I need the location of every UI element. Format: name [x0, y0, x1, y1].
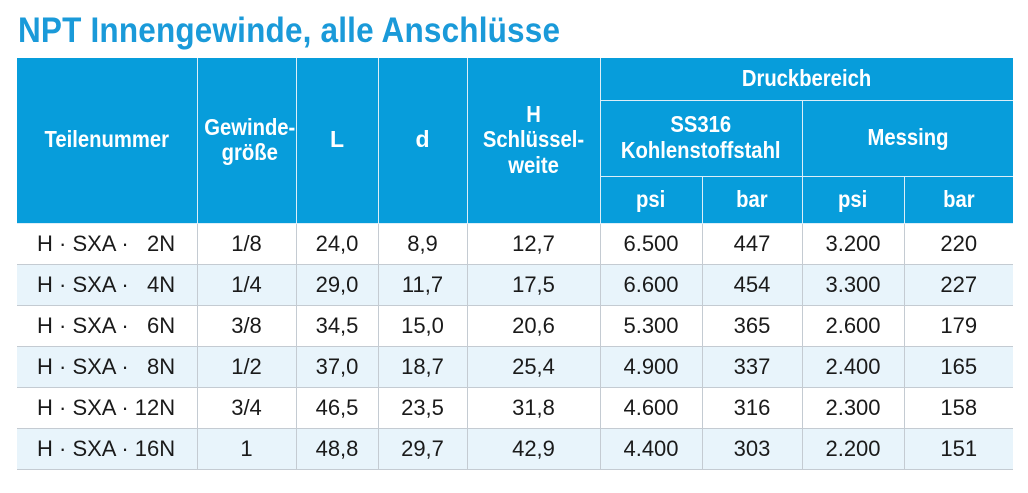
thread-size: 1/4	[196, 264, 297, 306]
thread-size: 3/4	[196, 387, 297, 429]
part-number: H · SXA · 4N	[17, 264, 198, 306]
header-wrench-size: H Schlüssel-weite	[466, 58, 601, 224]
thread-size: 1/8	[196, 223, 297, 265]
ss-bar: 365	[701, 305, 803, 347]
ss-bar: 316	[701, 387, 803, 429]
wrench-size: 25,4	[466, 346, 601, 388]
length: 29,0	[295, 264, 379, 306]
table-row: H · SXA · 4N 1/4 29,0 11,7 17,5 6.600 45…	[17, 264, 1014, 306]
brass-psi: 2.600	[801, 305, 905, 347]
brass-psi: 3.300	[801, 264, 905, 306]
ss-psi: 4.400	[599, 428, 703, 470]
brass-psi: 2.200	[801, 428, 905, 470]
header-pressure-range: Druckbereich	[599, 58, 1014, 101]
brass-bar: 158	[903, 387, 1014, 429]
ss-bar: 447	[701, 223, 803, 265]
length: 48,8	[295, 428, 379, 470]
brass-bar: 220	[903, 223, 1014, 265]
ss-bar: 337	[701, 346, 803, 388]
table-row: H · SXA · 12N 3/4 46,5 23,5 31,8 4.600 3…	[17, 387, 1014, 429]
part-number: H · SXA · 8N	[17, 346, 198, 388]
header-length: L	[295, 58, 379, 224]
diameter: 8,9	[377, 223, 468, 265]
thread-size: 1	[196, 428, 297, 470]
diameter: 15,0	[377, 305, 468, 347]
brass-bar: 151	[903, 428, 1014, 470]
part-number: H · SXA · 2N	[17, 223, 198, 265]
thread-size: 3/8	[196, 305, 297, 347]
length: 46,5	[295, 387, 379, 429]
thread-size: 1/2	[196, 346, 297, 388]
part-number: H · SXA · 12N	[17, 387, 198, 429]
ss-bar: 454	[701, 264, 803, 306]
table-row: H · SXA · 6N 3/8 34,5 15,0 20,6 5.300 36…	[17, 305, 1014, 347]
page-title: NPT Innengewinde, alle Anschlüsse	[18, 11, 561, 50]
header-part-number: Teilenummer	[17, 58, 198, 224]
header-ss-psi: psi	[600, 175, 703, 224]
brass-psi: 3.200	[801, 223, 905, 265]
npt-spec-table: Teilenummer Gewinde-größe L d H Schlüssel…	[17, 58, 1014, 470]
length: 34,5	[295, 305, 379, 347]
brass-psi: 2.300	[801, 387, 905, 429]
header-diameter: d	[377, 58, 468, 224]
ss-psi: 4.900	[599, 346, 703, 388]
brass-bar: 165	[903, 346, 1014, 388]
header-brass-psi: psi	[801, 175, 905, 224]
diameter: 11,7	[377, 264, 468, 306]
wrench-size: 42,9	[466, 428, 601, 470]
table-row: H · SXA · 8N 1/2 37,0 18,7 25,4 4.900 33…	[17, 346, 1014, 388]
ss-psi: 5.300	[599, 305, 703, 347]
table-row: H · SXA · 2N 1/8 24,0 8,9 12,7 6.500 447…	[17, 223, 1014, 265]
wrench-size: 20,6	[466, 305, 601, 347]
length: 24,0	[295, 223, 379, 265]
header-brass: Messing	[801, 99, 1014, 177]
diameter: 18,7	[377, 346, 468, 388]
table-row: H · SXA · 16N 1 48,8 29,7 42,9 4.400 303…	[17, 428, 1014, 470]
ss-psi: 4.600	[599, 387, 703, 429]
header-thread-size: Gewinde-größe	[196, 58, 297, 224]
ss-bar: 303	[701, 428, 803, 470]
brass-bar: 227	[903, 264, 1014, 306]
diameter: 23,5	[377, 387, 468, 429]
wrench-size: 31,8	[466, 387, 601, 429]
header-brass-bar: bar	[903, 175, 1014, 224]
diameter: 29,7	[377, 428, 468, 470]
part-number: H · SXA · 6N	[17, 305, 198, 347]
brass-psi: 2.400	[801, 346, 905, 388]
brass-bar: 179	[903, 305, 1014, 347]
ss-psi: 6.600	[599, 264, 703, 306]
header-ss-bar: bar	[701, 175, 803, 224]
part-number: H · SXA · 16N	[17, 428, 198, 470]
wrench-size: 12,7	[466, 223, 601, 265]
header-ss316: SS316 Kohlenstoffstahl	[600, 99, 803, 177]
length: 37,0	[295, 346, 379, 388]
ss-psi: 6.500	[599, 223, 703, 265]
wrench-size: 17,5	[466, 264, 601, 306]
